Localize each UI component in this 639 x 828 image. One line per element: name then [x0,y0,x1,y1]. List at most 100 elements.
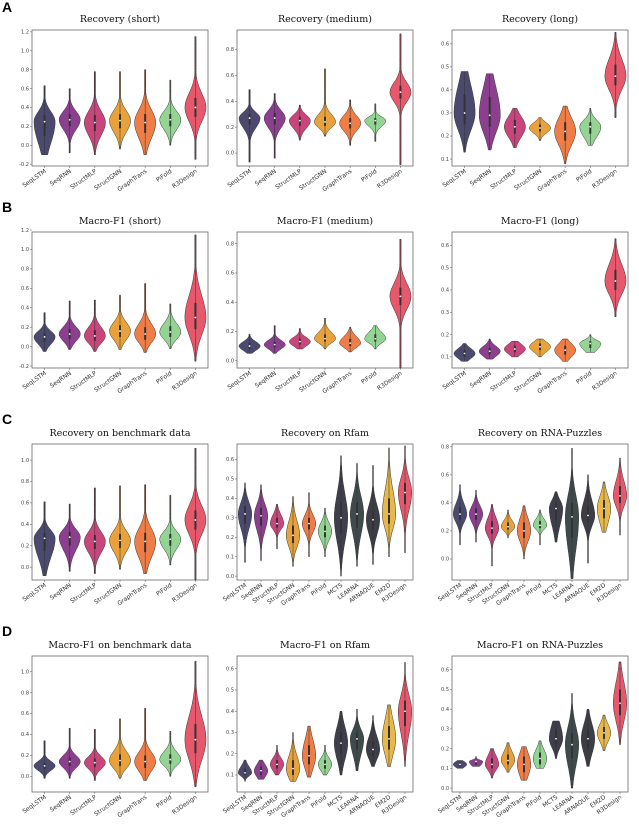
x-tick-label: R3Design [171,794,199,816]
median-dot [463,352,466,355]
panel-letter: B [2,199,12,215]
y-tick-label: 0.0 [441,786,449,792]
y-tick-label: 0.2 [226,329,234,335]
median-dot [555,507,557,510]
median-dot [169,758,172,761]
iqr-box [589,341,592,348]
median-dot [374,337,377,340]
median-dot [68,118,71,121]
y-tick-label: 0.8 [226,47,234,53]
iqr-box [488,96,491,127]
y-tick-label: 0.4 [226,99,234,105]
y-tick-label: 0.8 [441,445,449,451]
median-dot [475,760,477,763]
y-tick-label: 0.8 [21,479,29,485]
y-tick-label: 0.6 [226,73,234,79]
y-tick-label: 1.0 [21,247,29,253]
iqr-box [571,732,573,759]
y-tick-label: 0.6 [21,286,29,292]
y-tick-label: 0.2 [441,746,449,752]
iqr-box [555,502,557,520]
median-dot [169,538,172,541]
median-dot [93,121,96,124]
y-tick-label: 0.1 [441,766,449,772]
median-dot [614,75,617,78]
iqr-box [194,302,197,330]
y-tick-label: 0.0 [226,358,234,364]
median-dot [144,121,147,124]
y-tick-label: 0.3 [441,111,449,117]
median-dot [144,333,147,335]
median-dot [324,121,326,123]
iqr-box [388,498,390,524]
x-tick-label: PiFold [155,582,174,598]
x-tick-label: R3Design [171,168,199,190]
y-tick-label: 0.2 [441,332,449,338]
median-dot [603,731,605,734]
iqr-box [144,114,147,133]
median-dot [356,737,358,740]
x-tick-label: PiFold [575,168,594,184]
y-tick-label: 1.2 [21,30,29,36]
median-dot [399,295,402,298]
median-dot [513,125,516,128]
y-tick-label: 1.0 [21,669,29,675]
y-tick-label: 0.2 [21,543,29,549]
y-tick-label: 0.5 [226,477,234,483]
median-dot [539,345,541,348]
y-tick-label: 0.4 [21,105,29,111]
median-dot [119,119,121,122]
median-dot [349,342,352,345]
median-dot [539,127,541,129]
x-tick-label: R3Design [376,168,404,190]
median-dot [513,348,516,350]
y-tick-label: 0.4 [441,88,449,94]
y-tick-label: 0.5 [441,687,449,693]
iqr-box [507,754,509,765]
median-dot [273,117,276,119]
median-dot [507,525,509,528]
x-tick-label: SeqLSTM [441,370,467,391]
iqr-box [244,506,246,524]
subplot: B Macro-F1 (short) -0.2 0.0 0.2 0.4 0.6 0.8 1.0 1… [2,199,209,395]
median-dot [248,117,251,119]
median-dot [260,514,262,517]
subplot: Recovery on Rfam0.00.10.20.30.40.50.6Seq… [222,428,414,607]
median-dot [491,527,493,530]
x-tick-label: PiFold [155,370,174,386]
y-tick-label: 1.2 [21,228,29,234]
iqr-box [589,122,592,134]
iqr-box [308,745,310,765]
median-dot [564,349,567,352]
panel-letter: C [2,411,12,427]
y-tick-label: 0.2 [226,535,234,541]
y-tick-label: 0.6 [441,42,449,48]
iqr-box [463,94,466,125]
iqr-box [292,760,294,775]
median-dot [260,769,262,772]
iqr-box [388,726,390,750]
y-tick-label: 0.4 [226,709,234,715]
x-tick-label: PiFold [360,370,379,386]
median-dot [571,516,573,518]
iqr-box [404,482,406,505]
median-dot [459,513,461,516]
y-tick-label: 0.8 [226,241,234,247]
median-dot [292,767,294,770]
iqr-box [68,531,71,546]
median-dot [144,760,147,763]
x-tick-label: R3Design [591,370,619,392]
y-tick-label: 0.6 [21,501,29,507]
panel-letter: D [2,623,12,639]
median-dot [388,737,390,740]
median-dot [404,491,406,494]
y-tick-label: 0.4 [21,305,29,311]
y-tick-label: 0.0 [21,143,29,149]
median-dot [93,761,96,764]
median-dot [194,738,197,741]
x-tick-label: SeqLSTM [226,168,252,189]
median-dot [144,540,147,543]
x-tick-label: SeqLSTM [441,168,467,189]
iqr-box [144,532,147,553]
y-tick-label: 0.6 [441,243,449,249]
